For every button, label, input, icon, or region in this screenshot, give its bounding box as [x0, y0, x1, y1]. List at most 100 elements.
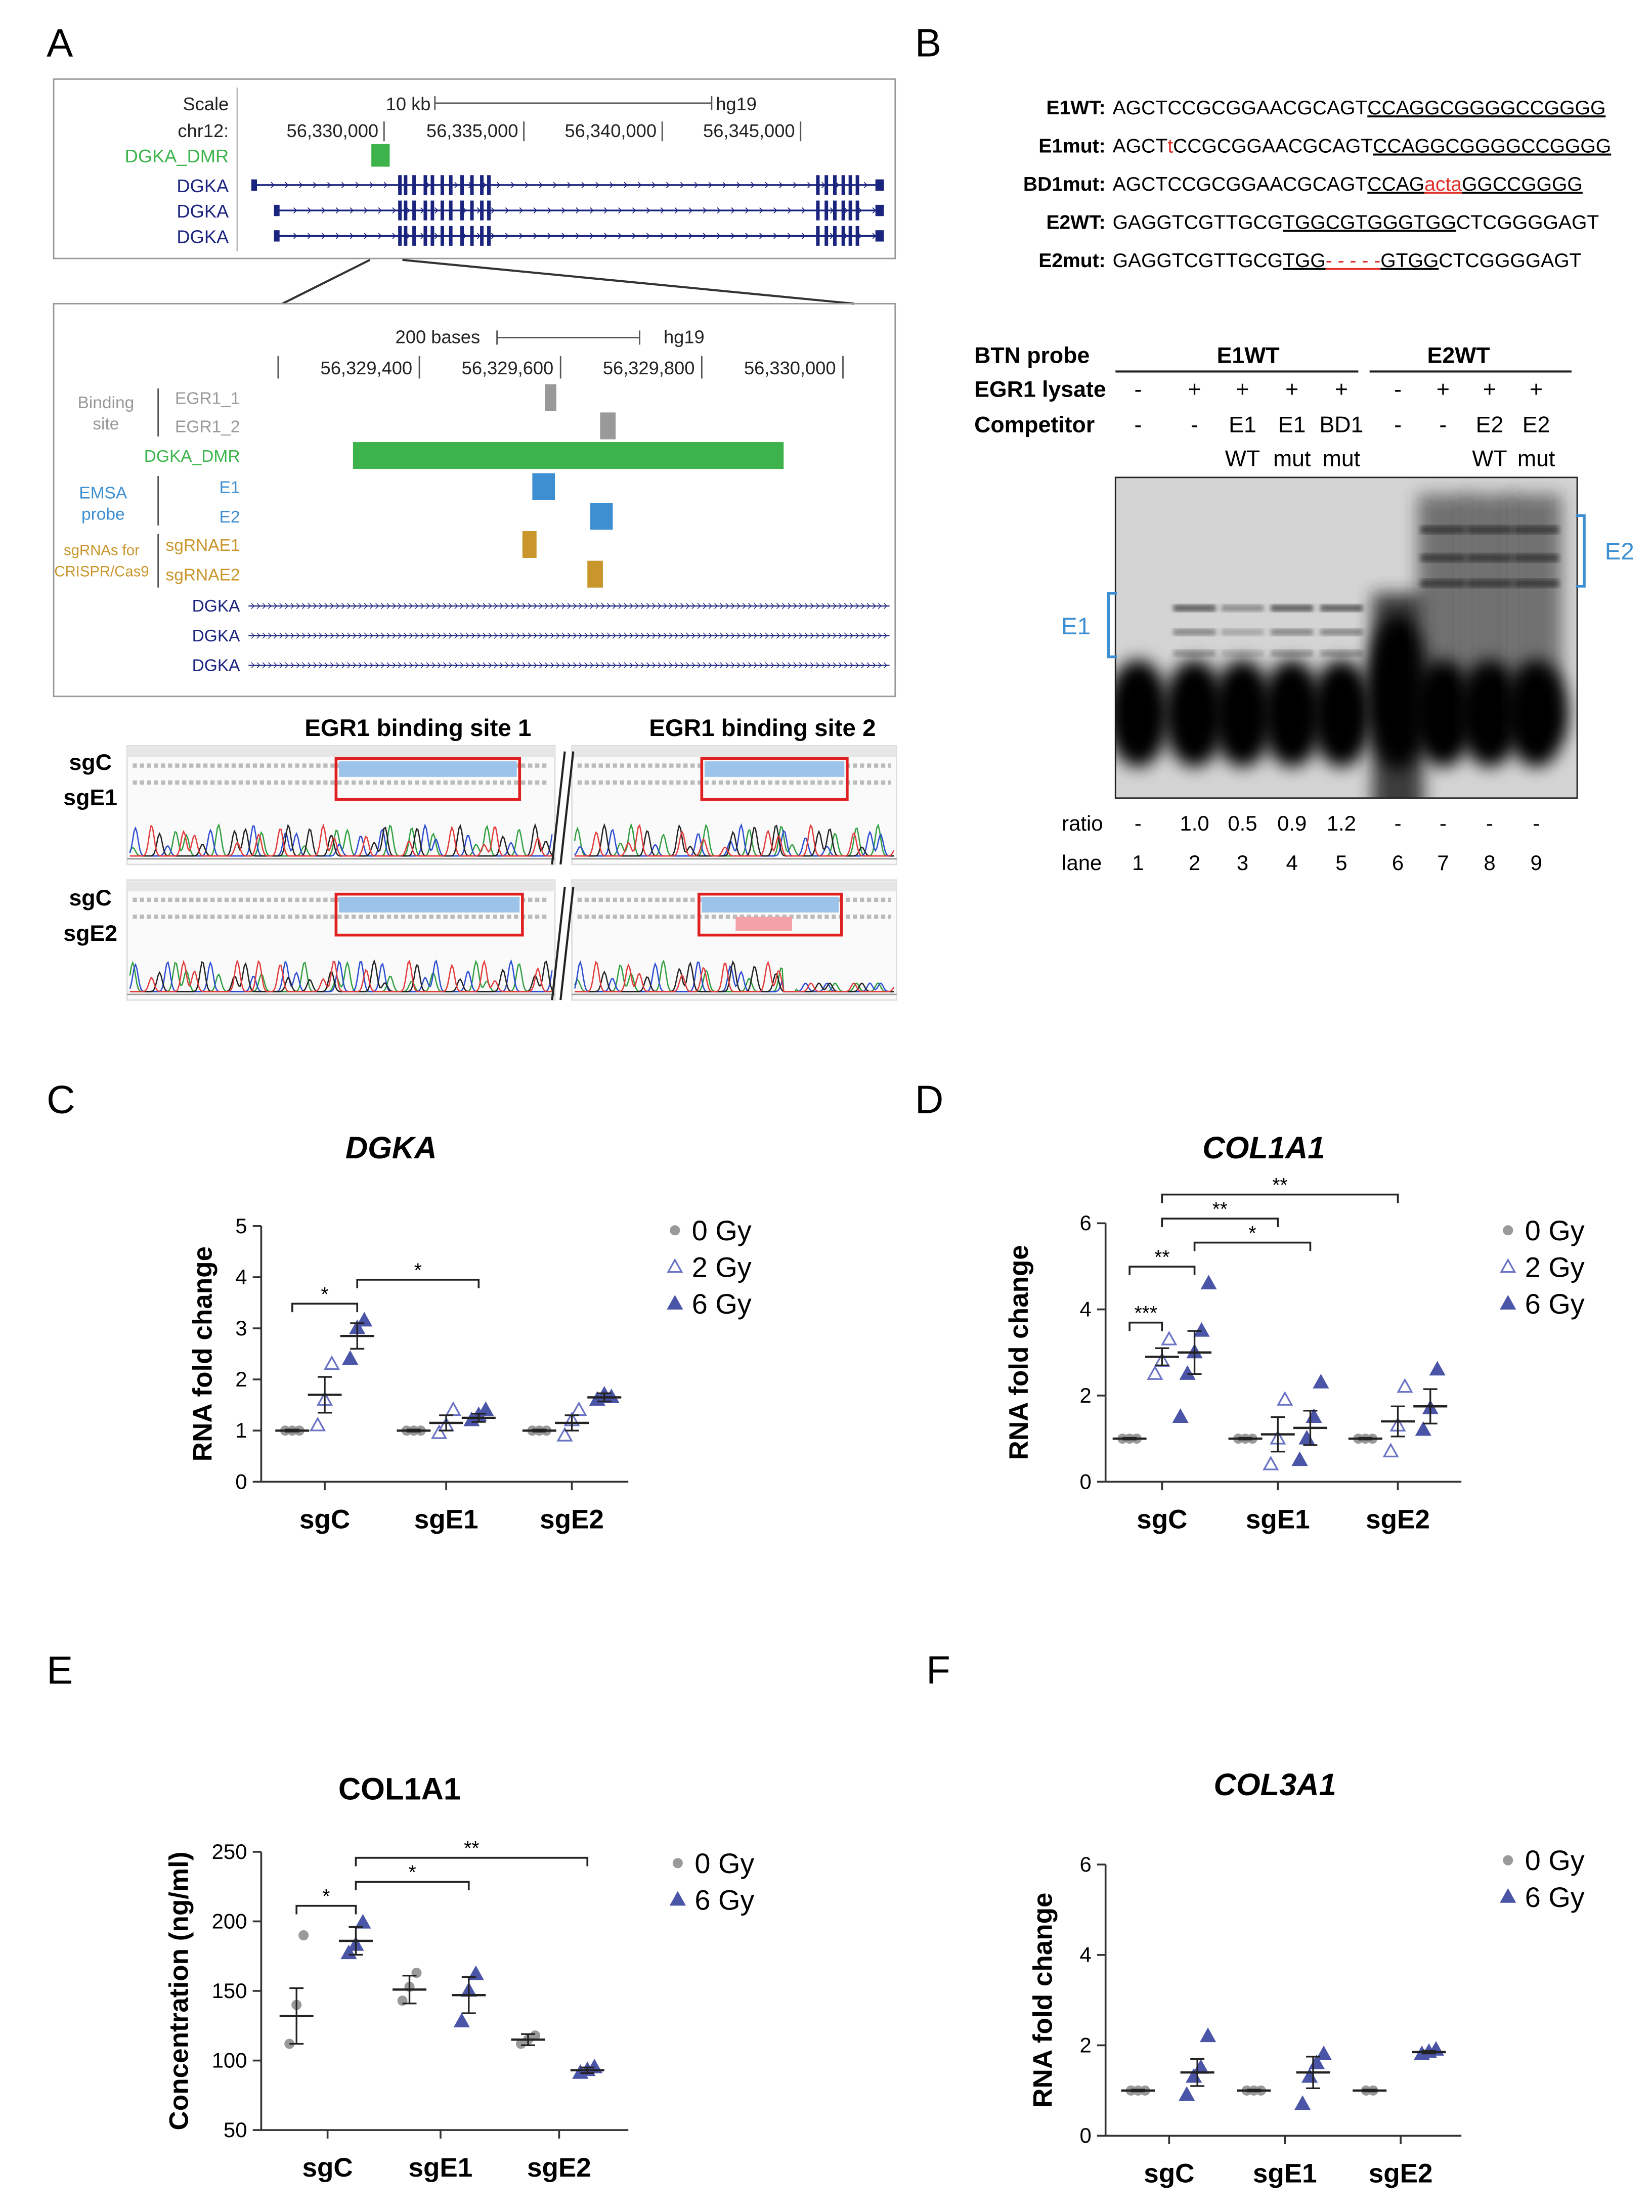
- y-axis-label: Concentration (ng/ml): [164, 1851, 194, 2130]
- sequence-segment: CCAG: [1367, 174, 1424, 195]
- strand-arrow: [449, 602, 453, 610]
- strand-arrow: [491, 233, 495, 239]
- strand-arrow: [483, 182, 487, 188]
- y-tick-label: 4: [235, 1265, 247, 1289]
- point: [1313, 1374, 1329, 1389]
- strand-arrow: [714, 602, 718, 610]
- position: 56,335,000: [426, 120, 518, 141]
- strand-arrow: [539, 182, 543, 188]
- strand-arrow: [640, 632, 644, 639]
- strand-arrow: [488, 662, 492, 669]
- lysate-sign: +: [1236, 377, 1249, 402]
- strand-arrow: [443, 662, 447, 669]
- strand-arrow: [804, 602, 808, 610]
- strand-arrow: [827, 662, 831, 669]
- strand-arrow: [437, 602, 441, 610]
- strand-arrow: [426, 662, 430, 669]
- sequence: GAGGTCGTTGCGTGGCGTGGGTGGCTCGGGGAGT: [1113, 211, 1599, 233]
- competitor: -: [1191, 412, 1198, 437]
- y-tick-label: 5: [235, 1214, 247, 1238]
- position: 56,330,000: [287, 120, 379, 141]
- x-tick-label: sgE1: [1246, 1504, 1310, 1534]
- strand-arrow: [703, 233, 707, 239]
- strand-arrow: [494, 662, 498, 669]
- strand-arrow: [539, 662, 543, 669]
- competitor: mut: [1323, 447, 1361, 471]
- break-mark: [551, 887, 575, 1001]
- strand-arrow: [398, 662, 402, 669]
- error-bar: [1238, 1437, 1253, 1441]
- strand-arrow: [505, 632, 509, 639]
- strand-arrow: [632, 207, 636, 214]
- strand-arrow: [680, 662, 684, 669]
- strand-arrow: [449, 207, 453, 214]
- strand-arrow: [697, 662, 701, 669]
- point: [1161, 1330, 1178, 1346]
- strand-arrow: [392, 233, 396, 239]
- strand-arrow: [251, 662, 255, 669]
- strand-arrow: [516, 662, 520, 669]
- strand-arrow: [358, 662, 362, 669]
- strand-arrow: [378, 233, 382, 239]
- strand-arrow: [635, 602, 639, 610]
- ratio: -: [1440, 811, 1447, 835]
- strand-arrow: [420, 233, 424, 239]
- strand-arrow: [319, 632, 323, 639]
- point: [1179, 1365, 1196, 1380]
- strand-arrow: [663, 662, 667, 669]
- sequence-segment: GAGGTCGTTGCG: [1113, 250, 1283, 272]
- strand-arrow: [804, 662, 808, 669]
- strand-arrow: [618, 233, 622, 239]
- error-bar: [406, 1428, 421, 1433]
- strand-arrow: [533, 233, 537, 239]
- feature: [590, 503, 613, 530]
- strand-arrow: [308, 662, 312, 669]
- strand-arrow: [381, 662, 385, 669]
- strand-arrow: [595, 662, 599, 669]
- legend-label: 2 Gy: [1525, 1251, 1585, 1283]
- strand-arrow: [440, 182, 444, 188]
- sequence-segment: CCGCGGAACGCAGT: [1173, 136, 1373, 157]
- strand-arrow: [658, 602, 662, 610]
- strand-arrow: [398, 632, 402, 639]
- free-probe: [1163, 660, 1226, 767]
- strand-arrow: [285, 182, 289, 188]
- strand-arrow: [505, 662, 509, 669]
- strand-arrow: [742, 602, 746, 610]
- sample-label: sgC: [69, 750, 111, 775]
- strand-arrow: [759, 233, 763, 239]
- significance-bracket: [295, 1904, 357, 1915]
- band: [1173, 604, 1216, 612]
- strand-arrow: [550, 602, 554, 610]
- chrom-label: chr12:: [178, 120, 229, 141]
- strand-arrow: [601, 632, 605, 639]
- band: [1320, 604, 1363, 612]
- assembly: hg19: [716, 94, 757, 114]
- significance-label: *: [414, 1260, 422, 1281]
- strand-arrow: [483, 632, 487, 639]
- strand-arrow: [590, 662, 594, 669]
- exon: [841, 175, 845, 195]
- strand-arrow: [330, 602, 334, 610]
- break-mark: [551, 751, 575, 865]
- strand-arrow: [799, 662, 803, 669]
- strand-arrow: [759, 207, 763, 214]
- significance-label: **: [1154, 1246, 1169, 1268]
- exon: [470, 200, 474, 221]
- exon: [412, 226, 416, 246]
- strand-arrow: [567, 182, 571, 188]
- y-axis-label: RNA fold change: [188, 1246, 218, 1461]
- lane-number: 3: [1237, 851, 1248, 875]
- strand-arrow: [567, 632, 571, 639]
- strand-arrow: [431, 662, 436, 669]
- strand-arrow: [646, 233, 650, 239]
- strand-arrow: [274, 662, 278, 669]
- band: [1320, 649, 1363, 657]
- sequence-segment: GGCCGGGG: [1462, 174, 1583, 195]
- ratio: 1.0: [1180, 811, 1209, 835]
- strand-arrow: [256, 662, 260, 669]
- strand-arrow: [522, 662, 526, 669]
- strand-arrow: [725, 662, 729, 669]
- y-tick-label: 2: [1080, 2033, 1092, 2057]
- group-label: probe: [81, 505, 125, 524]
